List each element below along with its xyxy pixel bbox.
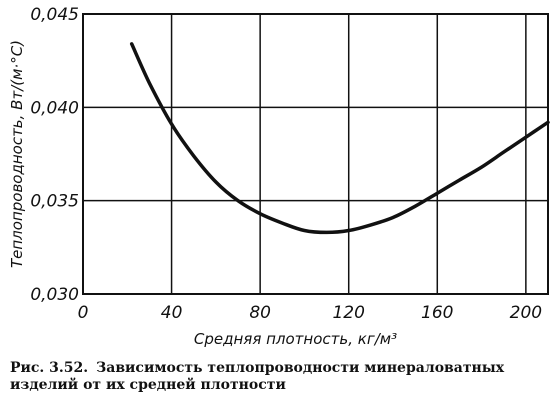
chart-plot: 0 40 80 120 160 200 0,030 0,035 0,040 0,045 Тепло… <box>8 5 550 348</box>
x-tick-label: 200 <box>510 303 542 323</box>
x-tick-label: 40 <box>161 303 183 323</box>
x-tick-label: 0 <box>78 303 89 323</box>
x-tick-label: 120 <box>332 303 364 323</box>
y-tick-label: 0,035 <box>30 192 79 212</box>
tick-labels: 0 40 80 120 160 200 0,030 0,035 0,040 0,045 <box>30 5 542 323</box>
x-axis-label: Средняя плотность, кг/м³ <box>194 330 397 348</box>
figure-caption: Рис. 3.52. Зависимость теплопроводности м… <box>10 360 550 394</box>
caption-text: Зависимость теплопроводности минераловат… <box>10 360 505 393</box>
y-axis-label: Теплопроводность, Вт/(м·°С) <box>8 40 26 268</box>
x-tick-label: 160 <box>421 303 453 323</box>
caption-number: Рис. 3.52. <box>10 360 89 376</box>
y-tick-label: 0,045 <box>30 5 79 25</box>
grid <box>82 13 548 295</box>
plot-frame <box>82 13 549 295</box>
y-tick-label: 0,030 <box>30 285 79 305</box>
x-tick-label: 80 <box>249 303 271 323</box>
y-tick-label: 0,040 <box>30 98 79 118</box>
series-line <box>129 42 550 235</box>
